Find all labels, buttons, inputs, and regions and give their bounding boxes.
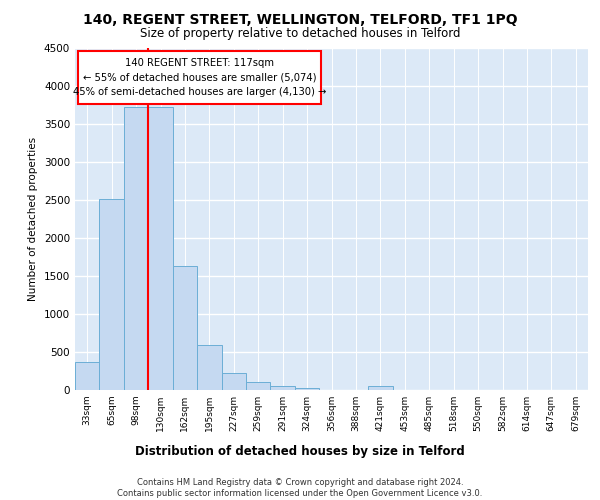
Text: Size of property relative to detached houses in Telford: Size of property relative to detached ho… [140,28,460,40]
Bar [100,199,124,390]
Bar [148,107,173,390]
Bar [75,362,100,390]
FancyBboxPatch shape [77,51,321,104]
Bar [221,373,246,390]
Bar [173,266,197,390]
Bar [197,345,221,390]
Text: 140, REGENT STREET, WELLINGTON, TELFORD, TF1 1PQ: 140, REGENT STREET, WELLINGTON, TELFORD,… [83,12,517,26]
Bar [271,386,295,390]
Bar [295,388,319,390]
Text: 140 REGENT STREET: 117sqm
← 55% of detached houses are smaller (5,074)
45% of se: 140 REGENT STREET: 117sqm ← 55% of detac… [73,58,326,98]
Bar [368,386,392,390]
Text: Contains HM Land Registry data © Crown copyright and database right 2024.
Contai: Contains HM Land Registry data © Crown c… [118,478,482,498]
Bar [246,382,271,390]
Y-axis label: Number of detached properties: Number of detached properties [28,136,38,301]
Bar [124,107,148,390]
Text: Distribution of detached houses by size in Telford: Distribution of detached houses by size … [135,444,465,458]
